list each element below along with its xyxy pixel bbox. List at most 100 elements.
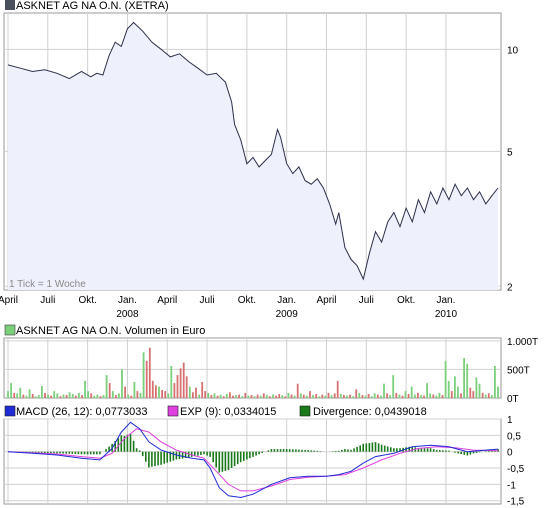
x-tick-label: Jan. [277,295,296,306]
divergence-bar [359,445,361,452]
divergence-bar [68,451,71,454]
volume-bar [266,395,268,398]
divergence-bar [154,451,156,467]
volume-bar [74,395,77,398]
divergence-bar [393,448,395,452]
divergence-bar [390,447,392,452]
divergence-bar [145,451,147,462]
divergence-bar [344,449,346,452]
divergence-label: Divergence: 0,0439018 [313,406,427,418]
volume-bar [37,395,40,398]
volume-bar [444,360,447,398]
macd-panel: MACD (26, 12): 0,0773033 EXP (9): 0,0334… [3,405,525,508]
volume-bar [352,396,355,398]
divergence-bar [307,450,309,452]
divergence-bar [160,451,162,465]
volume-bar [386,393,388,398]
volume-panel: ASKNET AG NA O.N. Volumen in Euro 1.000T… [3,324,538,405]
divergence-bar [316,450,319,452]
volume-bar [244,392,247,398]
volume-bar [380,395,382,398]
volume-bar [333,393,336,398]
divergence-bar [65,451,67,454]
divergence-bar [267,450,270,452]
volume-bar [121,369,123,398]
volume-bar [454,376,456,398]
volume-bar [417,392,419,398]
divergence-bar [246,451,248,460]
volume-bar [438,392,441,398]
divergence-bar [93,451,95,455]
volume-bar [47,394,49,398]
exp-signal-line [7,428,499,492]
divergence-bar [292,449,294,452]
divergence-bar [432,449,435,452]
divergence-bar [172,451,175,461]
divergence-bar [273,449,276,452]
volume-bar [53,391,56,398]
divergence-bar [466,451,469,456]
volume-bar [487,393,490,398]
volume-bar [466,363,469,398]
divergence-bar [261,451,263,453]
divergence-bar [74,451,77,455]
volume-y-tick: 0T [507,394,519,405]
divergence-bar [166,451,168,463]
divergence-bar [190,451,193,457]
divergence-bar [276,449,279,452]
volume-bar [287,392,290,398]
divergence-bar [114,441,116,452]
volume-bar [62,394,65,398]
divergence-bar [285,449,288,452]
divergence-bar [34,451,37,453]
divergence-bar [399,448,401,452]
volume-bar [410,386,413,398]
x-tick-label: Juli [359,295,374,306]
volume-bar [229,392,231,398]
divergence-bar [347,449,349,452]
volume-bar [327,392,330,398]
divergence-bar [383,445,386,452]
volume-bar [330,395,333,398]
scale-note: 1 Tick = 1 Woche [9,279,86,290]
divergence-bar [255,451,257,456]
divergence-bar [386,446,389,452]
volume-bar [253,396,256,398]
volume-bar [102,395,105,398]
volume-bar [133,382,136,398]
divergence-bar [138,450,141,452]
volume-bar [182,362,185,398]
volume-bar [321,394,324,398]
divergence-bar [243,451,245,461]
divergence-bar [380,444,383,452]
volume-bar [481,392,484,398]
price-panel-title: ASKNET AG NA O.N. (XETRA) [16,0,169,12]
volume-bar [167,393,170,398]
divergence-bar [221,451,224,472]
volume-bar [432,394,435,398]
volume-bar [90,393,93,398]
volume-bar [358,392,361,398]
volume-bar [484,394,487,398]
divergence-bar [252,451,254,457]
volume-bar [216,395,219,398]
volume-bar [398,394,401,398]
volume-bar [463,358,465,398]
volume-bar [56,393,59,398]
volume-bar [10,383,12,398]
volume-bar [346,395,348,398]
volume-bar [59,396,62,398]
divergence-bar [123,436,126,452]
volume-bar [124,386,126,398]
divergence-bar [319,451,322,452]
x-tick-label: April [0,295,18,306]
divergence-bar [132,440,135,452]
volume-bar [497,386,499,398]
volume-bar [170,366,173,398]
divergence-bar [429,448,432,452]
divergence-bar [224,451,227,471]
volume-bar [272,394,274,398]
divergence-bar [86,451,89,455]
volume-bar [25,395,28,398]
